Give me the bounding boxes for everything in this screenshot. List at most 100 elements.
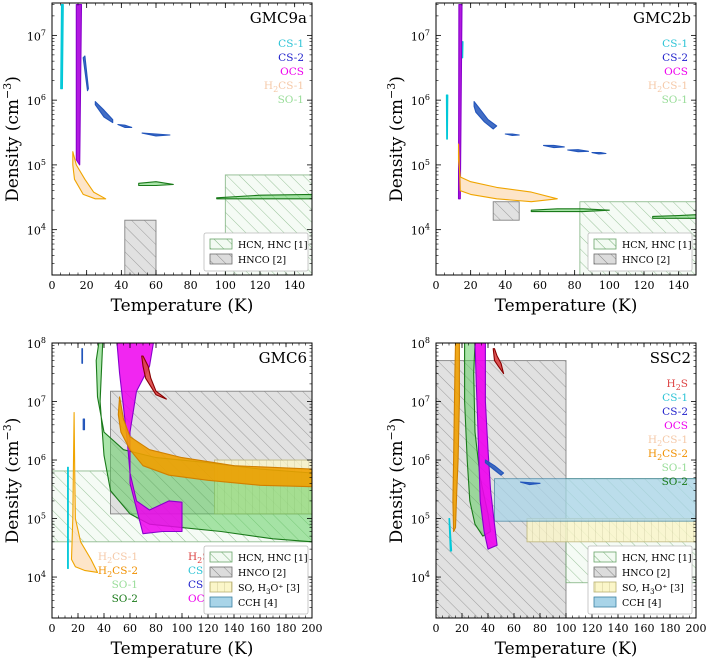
reference-box-hatch-gray bbox=[492, 201, 520, 221]
swatch-solid-blue bbox=[209, 596, 233, 608]
legend-h2cs-1: H2CS-1 bbox=[98, 551, 138, 565]
y-axis-label: Density (cm−3) bbox=[385, 418, 407, 544]
legend-h2cs-1: H2CS-1 bbox=[264, 80, 304, 94]
legend-cs-2: CS-2 bbox=[662, 406, 688, 418]
legend-h2cs-2: H2CS-2 bbox=[98, 565, 138, 579]
region-cs-2-a bbox=[473, 101, 498, 130]
panel-gmc2b: 0 20 40 60 80 100 120 140 104 105 106 107 Temperatur… bbox=[385, 2, 697, 316]
y-tick-label: 105 bbox=[27, 158, 46, 173]
x-tick-label: 20 bbox=[464, 279, 478, 292]
x-tick-label: 80 bbox=[568, 279, 582, 292]
x-tick-label: 0 bbox=[433, 622, 440, 635]
reference-label-hcn-hnc-1: HCN, HNC [1] bbox=[238, 553, 308, 564]
legend-ocs: OCS bbox=[664, 66, 688, 78]
region-ocs bbox=[474, 343, 498, 550]
y-tick-label: 104 bbox=[27, 223, 46, 238]
y-tick-label: 104 bbox=[27, 570, 46, 585]
swatch-hatch-green bbox=[593, 238, 617, 250]
y-axis-label: Density (cm−3) bbox=[385, 76, 407, 202]
reference-box-hatch-gray bbox=[124, 219, 157, 275]
legend-so-2: SO-2 bbox=[662, 476, 688, 488]
x-tick-label: 140 bbox=[668, 279, 689, 292]
x-tick-label: 100 bbox=[215, 279, 236, 292]
x-tick-label: 40 bbox=[481, 622, 495, 635]
reference-label-hcn-hnc-1: HCN, HNC [1] bbox=[238, 240, 308, 251]
region-cs-1 bbox=[67, 466, 69, 570]
reference-label-hcn-hnc-1: HCN, HNC [1] bbox=[622, 240, 692, 251]
region-h2cs-1 bbox=[457, 143, 558, 203]
region-so-1-b bbox=[216, 193, 312, 200]
x-tick-label: 80 bbox=[533, 622, 547, 635]
x-tick-label: 60 bbox=[123, 622, 137, 635]
y-tick-label: 107 bbox=[411, 28, 430, 43]
y-tick-label: 105 bbox=[411, 512, 430, 527]
region-h2cs-2 bbox=[452, 343, 460, 533]
x-tick-label: 80 bbox=[149, 622, 163, 635]
region-cs-1-a bbox=[445, 94, 449, 140]
region-so-2 bbox=[95, 343, 312, 543]
reference-box-solid-blue bbox=[494, 478, 696, 522]
swatch-hatch-green bbox=[593, 551, 617, 563]
y-tick-label: 106 bbox=[411, 453, 430, 468]
x-tick-label: 140 bbox=[224, 622, 245, 635]
region-cs-1 bbox=[448, 517, 453, 552]
x-tick-label: 200 bbox=[302, 622, 323, 635]
legend-h2cs-2: H2CS-2 bbox=[648, 448, 688, 462]
legend-so-2: SO-2 bbox=[112, 593, 138, 605]
legend-ocs: OCS bbox=[280, 66, 304, 78]
region-cs-2-a bbox=[484, 459, 505, 476]
x-tick-label: 200 bbox=[686, 622, 706, 635]
x-tick-label: 160 bbox=[634, 622, 655, 635]
panel-title: GMC2b bbox=[633, 9, 691, 27]
plot-area bbox=[436, 343, 696, 618]
swatch-solid-blue bbox=[593, 596, 617, 608]
region-cs-2-a bbox=[81, 348, 84, 364]
x-tick-label: 160 bbox=[250, 622, 271, 635]
y-tick-label: 104 bbox=[411, 223, 430, 238]
x-tick-label: 60 bbox=[533, 279, 547, 292]
x-tick-label: 100 bbox=[599, 279, 620, 292]
panel-title: SSC2 bbox=[650, 349, 691, 367]
panel-gmc6: 0 20 40 60 80 100 120 140 160 180 200 104 105 106 107 1… bbox=[1, 336, 323, 659]
region-cs-2-a bbox=[82, 55, 89, 92]
x-tick-label: 60 bbox=[507, 622, 521, 635]
region-so-1-b bbox=[652, 214, 696, 219]
swatch-hatch-green bbox=[209, 551, 233, 563]
x-tick-label: 40 bbox=[114, 279, 128, 292]
region-cs-1 bbox=[60, 3, 64, 90]
x-tick-label: 180 bbox=[660, 622, 681, 635]
region-cs-2-b bbox=[504, 133, 520, 136]
y-axis-label: Density (cm−3) bbox=[1, 418, 23, 544]
y-tick-label: 107 bbox=[27, 395, 46, 410]
x-tick-label: 140 bbox=[608, 622, 629, 635]
legend-cs-2: CS-2 bbox=[662, 52, 688, 64]
y-axis-label: Density (cm−3) bbox=[1, 76, 23, 202]
reference-label-so-h3o-3: SO, H3O⁺ [3] bbox=[622, 583, 684, 596]
x-tick-label: 40 bbox=[498, 279, 512, 292]
swatch-hatch-gray bbox=[593, 566, 617, 578]
region-cs-2-c bbox=[117, 123, 133, 128]
y-tick-label: 107 bbox=[411, 395, 430, 410]
region-h2cs-1 bbox=[70, 411, 99, 573]
x-axis-label: Temperature (K) bbox=[495, 639, 638, 659]
region-h2cs-2-band bbox=[117, 396, 312, 488]
y-tick-label: 106 bbox=[411, 93, 430, 108]
y-tick-label: 105 bbox=[27, 512, 46, 527]
region-cs-2-d bbox=[141, 132, 171, 137]
x-axis-label: Temperature (K) bbox=[111, 296, 254, 316]
y-tick-label: 106 bbox=[27, 93, 46, 108]
y-tick-label: 108 bbox=[411, 336, 430, 351]
legend-cs-1: CS-1 bbox=[662, 392, 688, 404]
swatch-hatch-gray bbox=[209, 253, 233, 265]
reference-label-so-h3o-3: SO, H3O⁺ [3] bbox=[238, 583, 300, 596]
reference-box-hatch-yellow bbox=[526, 518, 696, 543]
x-tick-label: 0 bbox=[49, 622, 56, 635]
x-axis-label: Temperature (K) bbox=[495, 296, 638, 316]
region-cs-2-b bbox=[519, 481, 541, 486]
reference-label-hcn-hnc-1: HCN, HNC [1] bbox=[622, 553, 692, 564]
panel-title: GMC6 bbox=[259, 349, 307, 367]
x-tick-label: 20 bbox=[455, 622, 469, 635]
region-cs-2-c bbox=[542, 144, 565, 149]
panel-ssc2: 0 20 40 60 80 100 120 140 160 180 200 104 105 106 107 1… bbox=[385, 336, 706, 659]
plot-area bbox=[52, 343, 312, 573]
